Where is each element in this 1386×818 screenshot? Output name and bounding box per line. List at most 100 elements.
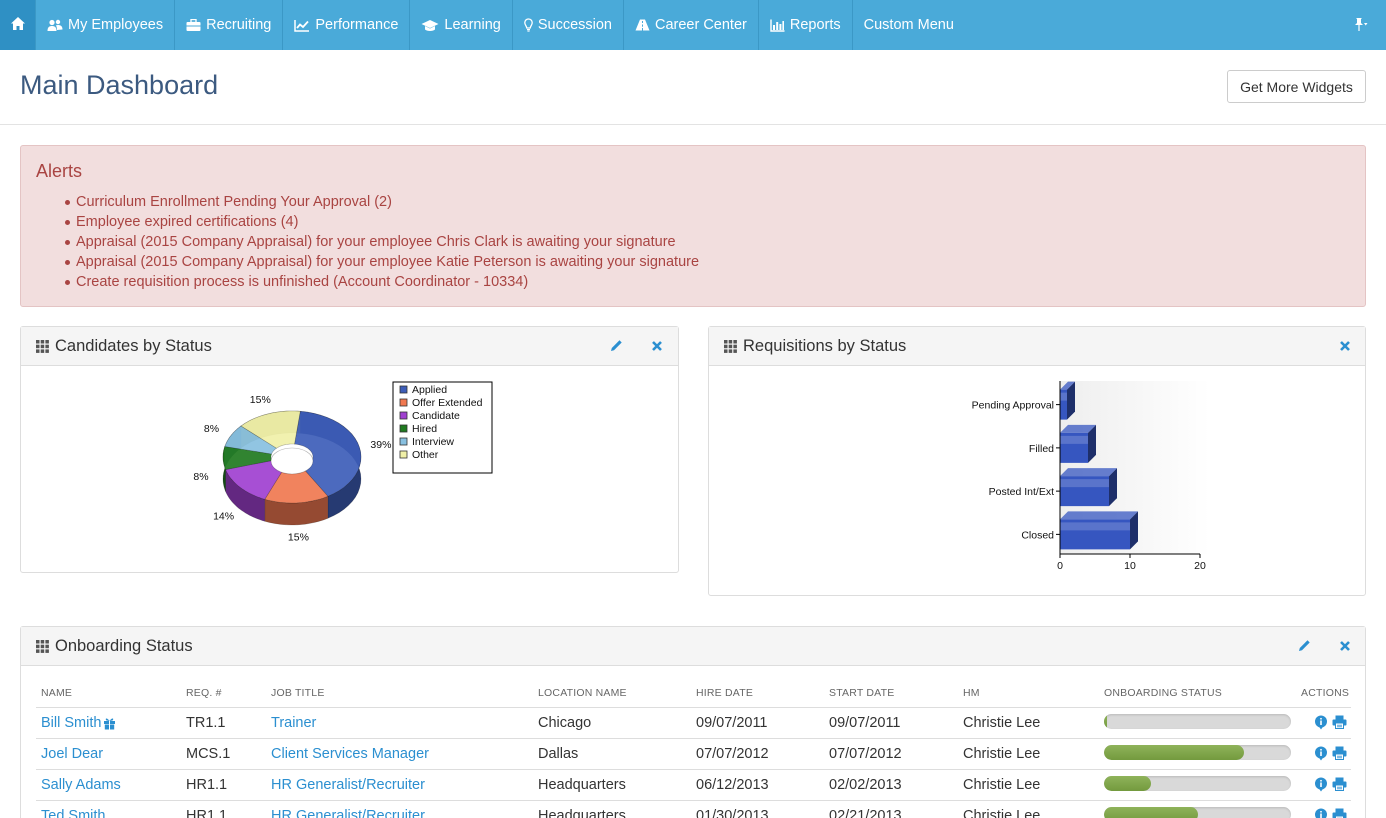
candidates-widget: Candidates by Status 39% 15% 14% 8% 8% 15% App… — [20, 326, 679, 573]
bar-top — [1060, 424, 1096, 433]
req-number: HR1.1 — [186, 808, 228, 818]
gift-icon[interactable] — [103, 717, 116, 733]
donut-hole — [270, 447, 314, 475]
bar-highlight — [1060, 392, 1067, 401]
hire-date: 09/07/2011 — [696, 715, 768, 731]
legend-label: Other — [412, 449, 439, 461]
col-header-job-title[interactable]: JOB TITLE — [271, 687, 325, 699]
nav-reports[interactable]: Reports — [759, 0, 853, 50]
requisitions-bar-chart: Pending Approval Filled Posted Int/Ext Clos… — [972, 381, 1210, 572]
location-name: Headquarters — [538, 808, 626, 818]
nav-label: Learning — [444, 17, 501, 33]
hiring-manager: Christie Lee — [963, 777, 1041, 793]
pencil-icon[interactable] — [1298, 639, 1311, 655]
job-title-link[interactable]: HR Generalist/Recruiter — [271, 777, 425, 793]
onboarding-progress-bar — [1104, 714, 1291, 729]
close-icon[interactable] — [1339, 639, 1351, 655]
info-pin-icon[interactable] — [1314, 715, 1328, 733]
print-icon[interactable] — [1332, 715, 1347, 732]
onboarding-progress-bar — [1104, 745, 1291, 760]
get-more-widgets-button[interactable]: Get More Widgets — [1227, 70, 1366, 103]
hiring-manager: Christie Lee — [963, 715, 1041, 731]
nav-label: Performance — [315, 17, 399, 33]
nav-label: Recruiting — [206, 17, 272, 33]
x-tick-label: 20 — [1194, 560, 1206, 572]
alerts-box: Alerts Curriculum Enrollment Pending You… — [20, 145, 1366, 307]
progress-fill — [1104, 776, 1151, 791]
bar-side — [1088, 424, 1096, 463]
print-icon[interactable] — [1332, 808, 1347, 818]
alert-item[interactable]: Employee expired certifications (4) — [64, 212, 699, 232]
hire-date: 01/30/2013 — [696, 808, 769, 818]
hire-date: 07/07/2012 — [696, 746, 769, 762]
progress-fill — [1104, 745, 1245, 760]
bar-highlight — [1060, 435, 1088, 444]
employee-name-link[interactable]: Bill Smith — [41, 715, 102, 731]
pie-slice — [240, 410, 301, 449]
y-tick-label: Posted Int/Ext — [989, 486, 1054, 498]
legend-label: Hired — [412, 423, 437, 435]
nav-my-employees[interactable]: My Employees — [36, 0, 176, 50]
print-icon[interactable] — [1332, 777, 1347, 794]
start-date: 02/21/2013 — [829, 808, 902, 818]
alert-item[interactable]: Appraisal (2015 Company Appraisal) for y… — [64, 254, 700, 270]
legend-swatch — [399, 385, 408, 394]
hire-date: 06/12/2013 — [696, 777, 769, 793]
req-number: TR1.1 — [186, 715, 226, 731]
info-pin-icon[interactable] — [1314, 808, 1328, 818]
nav-succession[interactable]: Succession — [513, 0, 624, 50]
col-header-req[interactable]: REQ. # — [186, 687, 222, 699]
col-header-name[interactable]: NAME — [41, 687, 73, 699]
job-title-link[interactable]: HR Generalist/Recruiter — [271, 808, 425, 818]
onboarding-progress-bar — [1104, 807, 1291, 818]
nav-performance[interactable]: Performance — [283, 0, 411, 50]
legend-swatch — [399, 450, 408, 459]
bar-chart-icon — [770, 19, 785, 32]
print-icon[interactable] — [1332, 746, 1347, 763]
alert-item[interactable]: Appraisal (2015 Company Appraisal) for y… — [64, 232, 699, 252]
col-header-onboarding-status: ONBOARDING STATUS — [1104, 687, 1222, 699]
employee-name-link[interactable]: Joel Dear — [41, 746, 104, 762]
panel-title: Candidates by Status — [55, 337, 212, 355]
location-name: Headquarters — [538, 777, 626, 793]
onboarding-widget: Onboarding Status NAME REQ. # JOB TITLE … — [20, 626, 1366, 818]
legend-label: Interview — [412, 436, 454, 448]
col-header-hm[interactable]: HM — [963, 687, 980, 699]
close-icon[interactable] — [651, 339, 663, 355]
alert-item[interactable]: Curriculum Enrollment Pending Your Appro… — [64, 192, 699, 212]
nav-label: Custom Menu — [863, 17, 954, 33]
nav-label: Career Center — [654, 17, 747, 33]
pencil-icon[interactable] — [610, 339, 623, 355]
thumbtack-icon[interactable] — [1352, 17, 1368, 35]
col-header-start-date[interactable]: START DATE — [829, 687, 895, 699]
onboarding-progress-bar — [1104, 776, 1291, 791]
nav-career-center[interactable]: Career Center — [624, 0, 759, 50]
job-title-link[interactable]: Trainer — [271, 715, 317, 731]
info-pin-icon[interactable] — [1314, 746, 1328, 764]
home-button[interactable] — [0, 0, 36, 50]
bar — [1060, 476, 1109, 507]
nav-recruiting[interactable]: Recruiting — [175, 0, 284, 50]
pie-value-label: 39% — [370, 439, 391, 451]
employee-name-link[interactable]: Ted Smith — [41, 808, 106, 818]
nav-custom-menu[interactable]: Custom Menu — [853, 0, 965, 50]
req-number: HR1.1 — [186, 777, 228, 793]
employee-name-link[interactable]: Sally Adams — [41, 777, 121, 793]
info-pin-icon[interactable] — [1314, 777, 1328, 795]
grid-icon — [36, 340, 49, 356]
bar — [1060, 519, 1130, 550]
alert-item[interactable]: Create requisition process is unfinished… — [64, 272, 699, 292]
x-tick-label: 0 — [1057, 560, 1063, 572]
home-icon — [10, 16, 26, 35]
y-tick-label: Pending Approval — [972, 400, 1054, 412]
header-divider — [0, 124, 1386, 125]
start-date: 02/02/2013 — [829, 777, 902, 793]
col-header-hire-date[interactable]: HIRE DATE — [696, 687, 754, 699]
job-title-link[interactable]: Client Services Manager — [271, 746, 429, 762]
col-header-location[interactable]: LOCATION NAME — [538, 687, 627, 699]
bar — [1060, 432, 1088, 463]
progress-fill — [1104, 807, 1198, 818]
close-icon[interactable] — [1339, 339, 1351, 355]
line-chart-icon — [294, 19, 310, 32]
nav-learning[interactable]: Learning — [410, 0, 513, 50]
